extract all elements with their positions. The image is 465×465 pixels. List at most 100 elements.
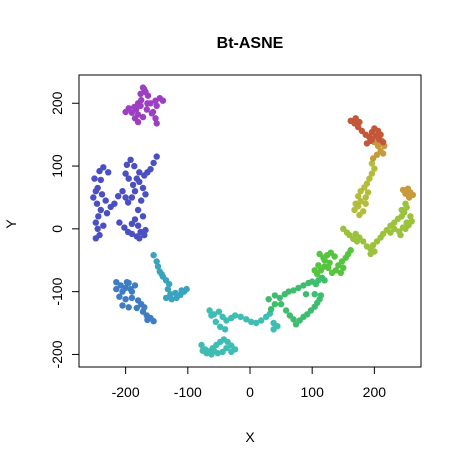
data-point [134,222,142,229]
data-point [270,326,277,333]
data-point [97,206,105,214]
data-point [199,347,206,354]
data-point [285,288,292,295]
data-point [116,293,123,300]
data-point [124,199,132,206]
data-point [168,296,175,303]
data-point [212,318,219,325]
y-axis: -200 -100 0 100 200 [49,91,80,368]
data-point [164,285,172,293]
data-point [134,206,142,214]
data-point [368,170,376,177]
data-point [117,282,124,289]
data-point [387,229,394,236]
data-point [123,161,131,168]
data-point [159,97,167,104]
y-tick-label: 0 [49,225,65,233]
data-point [167,291,174,298]
data-point [134,118,142,126]
y-tick-label: -200 [49,340,65,368]
data-point [92,235,100,242]
data-point [311,291,318,298]
data-point [362,194,369,201]
data-point [150,252,157,259]
data-point [91,175,98,182]
data-point [141,231,148,239]
data-point [231,312,239,319]
data-point [92,219,100,226]
data-point [141,86,148,93]
data-point [133,175,140,182]
data-point [219,348,226,356]
data-point [116,219,123,226]
data-point [398,206,405,214]
data-point [139,184,147,192]
x-tick-label: 0 [246,384,254,400]
data-point [123,279,131,286]
data-point [131,188,139,195]
data-point [408,218,415,225]
data-point [100,222,107,229]
data-point [217,323,224,330]
data-point [144,316,151,324]
data-point [103,210,111,217]
data-point [125,304,132,311]
data-point [90,194,97,201]
data-point [129,181,137,189]
data-point [150,318,157,325]
data-point [379,150,387,157]
data-point [153,153,160,160]
data-point [368,136,376,143]
data-point [150,159,157,167]
data-point [208,312,215,319]
x-tick-label: -100 [174,384,202,400]
data-point [399,186,407,194]
data-point [128,288,136,295]
data-point [317,292,325,299]
data-point [356,118,363,126]
data-point [364,189,372,196]
data-point [210,347,218,354]
data-point [282,307,290,314]
data-point [172,289,179,297]
data-point [154,263,162,270]
data-points-layer [90,84,417,358]
data-point [403,219,410,226]
data-point [138,197,145,204]
data-point [98,191,106,198]
x-axis-label: X [245,429,255,445]
data-point [125,175,132,182]
data-point [321,277,328,284]
data-point [271,292,279,299]
data-point [355,193,362,200]
data-point [253,319,260,327]
data-point [97,176,105,184]
data-point [347,247,354,254]
data-point [133,106,140,113]
data-point [315,262,322,269]
data-point [237,313,244,320]
data-point [107,203,114,211]
data-point [136,235,143,242]
data-point [356,211,363,219]
data-point [122,108,129,116]
data-point [357,198,364,205]
data-point [144,92,152,99]
data-point [94,225,101,232]
data-point [267,306,275,313]
data-point [162,294,170,302]
data-point [290,287,297,294]
data-point [102,197,109,204]
data-point [133,304,140,312]
data-point [407,213,414,220]
data-point [402,200,409,207]
data-point [115,193,122,200]
data-point [326,259,333,266]
data-point [302,291,310,298]
x-tick-label: 200 [363,384,387,400]
data-point [119,302,126,309]
data-point [166,280,173,288]
data-point [139,213,147,220]
data-point [295,284,302,292]
